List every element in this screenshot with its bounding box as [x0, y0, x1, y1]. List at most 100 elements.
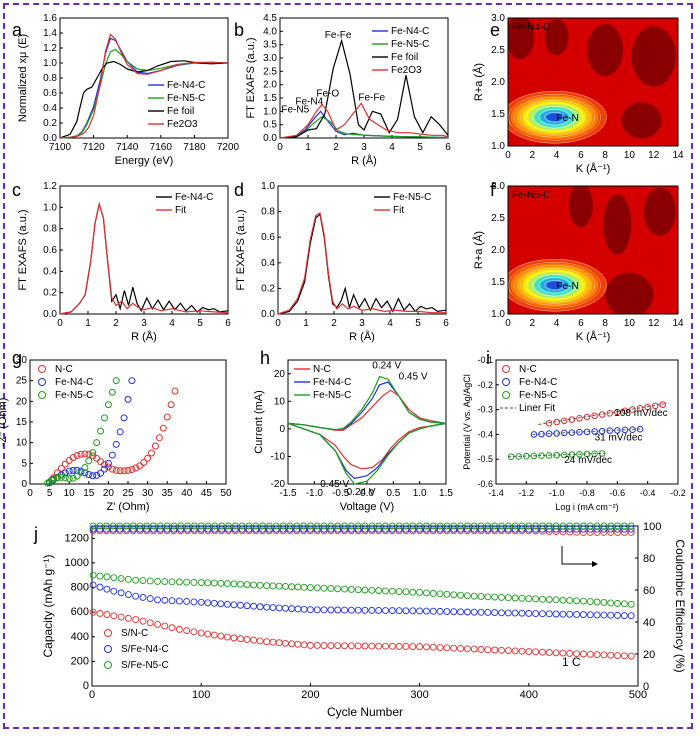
- data-point: [579, 522, 587, 530]
- annotation: Fe-N5: [281, 105, 309, 116]
- annotation: Fe-Fe: [358, 93, 385, 104]
- panel-e: e 0 2 4 6 8 10 12 14 1.0 1.5 2.0 2.5 3.0 K (Å⁻¹) R+a (Å…: [472, 13, 684, 175]
- data-point: [190, 522, 198, 530]
- data-point: [243, 636, 251, 643]
- legend-swatch: [502, 378, 510, 386]
- data-point: [129, 522, 137, 530]
- data-point: [436, 644, 444, 651]
- data-point: [159, 424, 167, 432]
- y-tick-label: 4.0: [263, 26, 277, 37]
- data-point: [259, 522, 267, 530]
- data-point: [120, 467, 128, 475]
- data-point: [566, 525, 574, 533]
- y-tick-label: 0: [83, 680, 89, 692]
- data-point: [250, 636, 258, 644]
- y-tick-label: 200: [71, 655, 89, 667]
- data-point: [395, 642, 403, 650]
- y-tick-label: 3.0: [491, 13, 505, 24]
- panel-b: b 0 1 2 3 4 5 6 0.0 0.5 1.0 1.5 2.0 2.5 3.0 3.5 4.0 4.5 R …: [234, 13, 451, 167]
- data-point: [566, 610, 574, 618]
- x-tick-label: 0: [505, 150, 511, 161]
- data-point: [347, 525, 355, 533]
- y-tick-label: 20: [274, 369, 286, 380]
- data-point: [243, 581, 251, 589]
- data-point: [395, 522, 403, 530]
- contour-line: [538, 108, 571, 126]
- x-tick-label: 6: [445, 142, 451, 153]
- data-point: [155, 434, 163, 442]
- data-point: [306, 522, 314, 530]
- data-point: [175, 578, 183, 586]
- data-point: [600, 611, 608, 619]
- data-point: [422, 522, 430, 530]
- legend-entry: Fe-N4-C: [55, 377, 93, 388]
- data-point: [402, 522, 410, 530]
- series-line: [59, 33, 229, 139]
- data-point: [586, 650, 594, 658]
- data-point: [48, 476, 56, 484]
- data-point: [579, 525, 587, 533]
- data-point: [477, 645, 485, 653]
- data-point: [148, 449, 156, 457]
- data-point: [545, 430, 553, 437]
- plot-frame: [507, 17, 679, 147]
- data-point: [281, 604, 289, 612]
- x-tick-label: 1: [305, 142, 311, 153]
- data-point: [422, 643, 430, 651]
- data-point: [139, 593, 147, 601]
- heatmap-dark-region: [621, 102, 662, 139]
- data-point: [627, 525, 635, 533]
- data-point: [57, 473, 65, 481]
- y-tick-label: 10: [16, 438, 28, 449]
- data-point: [85, 470, 93, 478]
- data-point: [238, 525, 246, 533]
- x-tick-label: 35: [162, 488, 174, 499]
- data-point: [77, 468, 85, 476]
- data-point: [110, 574, 118, 582]
- data-point: [103, 611, 111, 619]
- data-point: [171, 387, 179, 395]
- contour-line: [514, 264, 595, 306]
- data-point: [225, 522, 232, 530]
- data-point: [491, 609, 499, 617]
- data-point: [217, 600, 225, 608]
- legend-entry: Fe-N4-C: [313, 377, 351, 388]
- y-tick-label: 0.0: [43, 133, 57, 144]
- data-point: [204, 599, 212, 607]
- data-point: [103, 585, 111, 593]
- y-tick-label: 0.6: [43, 88, 57, 99]
- panel-a: a 7100 7120 7140 7160 7180 7200 0.0 0.2 0.4 0.6 0.8…: [12, 13, 240, 167]
- legend-entry: Fe-N4-C: [167, 80, 205, 91]
- y-tick-label: 0.8: [43, 224, 57, 235]
- data-point: [511, 647, 519, 655]
- data-point: [593, 611, 601, 619]
- x-tick-label: 8: [602, 318, 608, 329]
- plot-frame: [277, 185, 447, 315]
- data-point: [108, 451, 116, 459]
- data-point: [388, 642, 396, 650]
- y-axis-label: Current (mA): [253, 390, 265, 454]
- data-point: [149, 525, 157, 533]
- data-point: [197, 525, 205, 533]
- data-point: [231, 525, 239, 533]
- data-point: [320, 522, 328, 530]
- x-tick-label: 7180: [183, 142, 206, 153]
- data-point: [576, 428, 583, 436]
- data-point: [436, 607, 444, 615]
- data-point: [532, 610, 540, 617]
- data-point: [110, 612, 118, 620]
- x-tick-label: 6: [225, 318, 231, 329]
- series-line: [287, 381, 447, 480]
- data-point: [545, 649, 553, 656]
- data-point: [586, 525, 594, 533]
- data-point: [256, 581, 264, 589]
- legend-entry: Fe foil: [391, 52, 418, 63]
- data-point: [354, 525, 362, 533]
- y-tick-label: 1.4: [43, 28, 57, 39]
- data-point: [463, 608, 471, 616]
- data-point: [61, 469, 69, 477]
- y-tick-label: 25: [16, 376, 28, 387]
- legend-entry: S/Fe-N5-C: [121, 660, 169, 671]
- data-point: [606, 410, 614, 417]
- data-point: [183, 627, 191, 635]
